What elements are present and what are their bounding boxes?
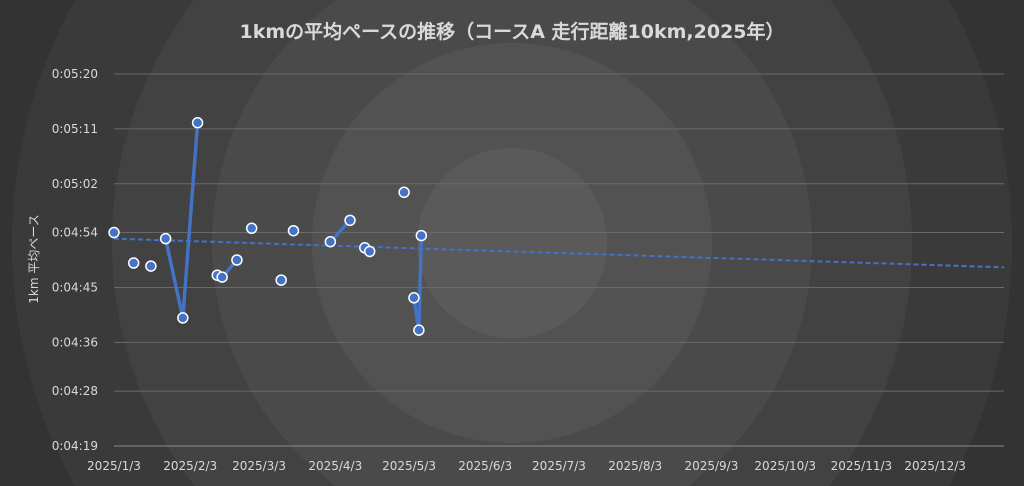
data-point bbox=[191, 117, 204, 129]
trendline-layer bbox=[113, 237, 1005, 269]
points-layer bbox=[108, 117, 428, 336]
x-tick-label: 2025/1/3 bbox=[87, 459, 141, 473]
y-tick-label: 0:04:54 bbox=[52, 226, 98, 240]
data-point bbox=[108, 226, 120, 239]
x-tick-label: 2025/8/3 bbox=[608, 459, 662, 473]
data-point bbox=[398, 186, 410, 199]
x-tick-label: 2025/9/3 bbox=[684, 459, 738, 473]
data-point bbox=[159, 232, 172, 245]
data-point bbox=[413, 324, 425, 336]
y-tick-label: 0:05:20 bbox=[52, 67, 98, 81]
series-line bbox=[412, 233, 424, 332]
x-tick-label: 2025/4/3 bbox=[308, 459, 362, 473]
data-point bbox=[145, 260, 157, 272]
y-tick-label: 0:05:11 bbox=[52, 122, 98, 136]
data-point bbox=[287, 224, 300, 237]
gridlines bbox=[114, 73, 1004, 447]
data-point bbox=[344, 214, 356, 227]
x-axis-ticks: 2025/1/3 2025/2/3 2025/3/3 2025/4/3 2025/5/3… bbox=[87, 459, 966, 473]
y-tick-label: 0:04:45 bbox=[52, 280, 98, 294]
x-tick-label: 2025/10/3 bbox=[754, 459, 816, 473]
y-tick-label: 0:05:02 bbox=[52, 177, 98, 191]
y-axis-label: 1km 平均ペース bbox=[27, 214, 41, 304]
trendline bbox=[113, 237, 1005, 269]
y-tick-label: 0:04:19 bbox=[52, 439, 98, 453]
x-tick-label: 2025/2/3 bbox=[163, 459, 217, 473]
data-point bbox=[231, 254, 243, 266]
data-point bbox=[415, 229, 428, 242]
data-point bbox=[216, 271, 228, 283]
x-tick-label: 2025/7/3 bbox=[532, 459, 586, 473]
data-point bbox=[324, 235, 337, 248]
x-tick-label: 2025/6/3 bbox=[458, 459, 512, 473]
data-point bbox=[408, 292, 420, 304]
series-line bbox=[163, 121, 200, 320]
y-tick-label: 0:04:36 bbox=[52, 335, 98, 349]
x-tick-label: 2025/12/3 bbox=[904, 459, 966, 473]
data-point bbox=[127, 257, 140, 269]
data-point bbox=[275, 274, 287, 286]
y-tick-label: 0:04:28 bbox=[52, 384, 98, 398]
data-point bbox=[245, 222, 258, 235]
x-tick-label: 2025/3/3 bbox=[232, 459, 286, 473]
x-tick-label: 2025/11/3 bbox=[831, 459, 893, 473]
chart-title: 1kmの平均ペースの推移（コースA 走行距離10km,2025年） bbox=[239, 20, 784, 43]
data-point bbox=[177, 312, 189, 324]
x-tick-label: 2025/5/3 bbox=[382, 459, 436, 473]
y-axis-ticks: 0:04:19 0:04:28 0:04:36 0:04:45 0:04:54 0:05:… bbox=[52, 67, 98, 453]
data-point bbox=[363, 245, 376, 258]
